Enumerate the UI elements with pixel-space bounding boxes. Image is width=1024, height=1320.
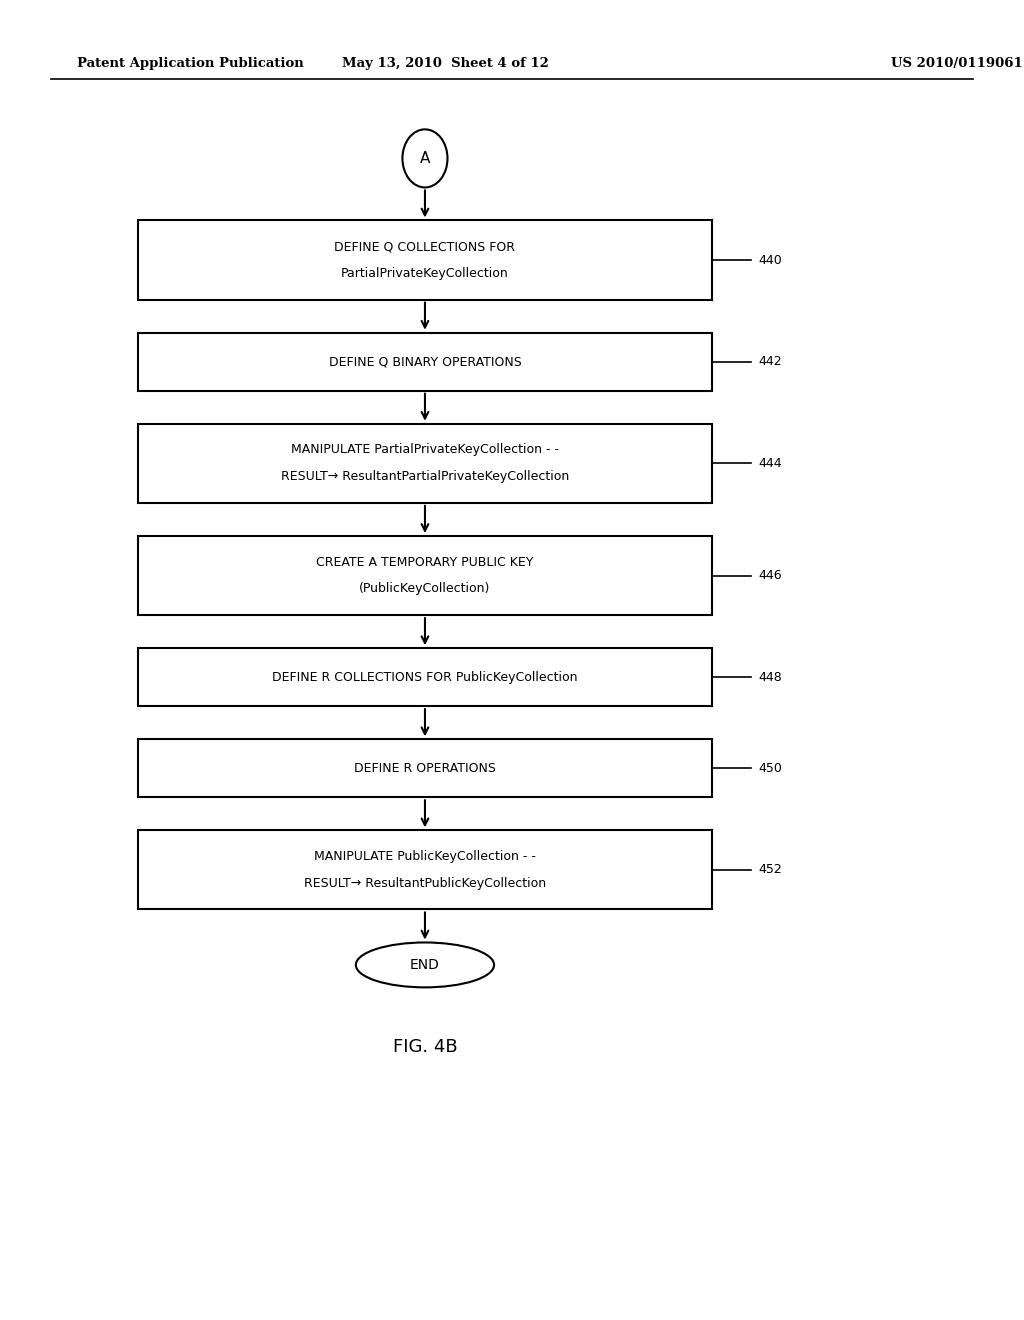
Text: PartialPrivateKeyCollection: PartialPrivateKeyCollection [341, 267, 509, 280]
Text: A: A [420, 150, 430, 166]
Text: 442: 442 [759, 355, 782, 368]
FancyBboxPatch shape [138, 220, 712, 300]
FancyBboxPatch shape [138, 739, 712, 797]
Text: DEFINE Q BINARY OPERATIONS: DEFINE Q BINARY OPERATIONS [329, 355, 521, 368]
FancyBboxPatch shape [138, 424, 712, 503]
Text: MANIPULATE PartialPrivateKeyCollection - -: MANIPULATE PartialPrivateKeyCollection -… [291, 444, 559, 457]
FancyBboxPatch shape [138, 536, 712, 615]
FancyBboxPatch shape [138, 830, 712, 909]
Text: MANIPULATE PublicKeyCollection - -: MANIPULATE PublicKeyCollection - - [314, 850, 536, 863]
Text: 444: 444 [759, 457, 782, 470]
Text: END: END [410, 958, 440, 972]
Text: DEFINE Q COLLECTIONS FOR: DEFINE Q COLLECTIONS FOR [335, 240, 515, 253]
Text: 440: 440 [759, 253, 782, 267]
FancyBboxPatch shape [138, 333, 712, 391]
Text: RESULT→ ResultantPartialPrivateKeyCollection: RESULT→ ResultantPartialPrivateKeyCollec… [281, 470, 569, 483]
Text: DEFINE R COLLECTIONS FOR PublicKeyCollection: DEFINE R COLLECTIONS FOR PublicKeyCollec… [272, 671, 578, 684]
Text: CREATE A TEMPORARY PUBLIC KEY: CREATE A TEMPORARY PUBLIC KEY [316, 556, 534, 569]
FancyBboxPatch shape [138, 648, 712, 706]
Text: RESULT→ ResultantPublicKeyCollection: RESULT→ ResultantPublicKeyCollection [304, 876, 546, 890]
Text: Patent Application Publication: Patent Application Publication [77, 57, 303, 70]
Text: 446: 446 [759, 569, 782, 582]
Text: DEFINE R OPERATIONS: DEFINE R OPERATIONS [354, 762, 496, 775]
Text: FIG. 4B: FIG. 4B [392, 1038, 458, 1056]
Text: 452: 452 [759, 863, 782, 876]
Text: 448: 448 [759, 671, 782, 684]
Text: (PublicKeyCollection): (PublicKeyCollection) [359, 582, 490, 595]
Text: US 2010/0119061 A1: US 2010/0119061 A1 [891, 57, 1024, 70]
Text: 450: 450 [759, 762, 782, 775]
Text: May 13, 2010  Sheet 4 of 12: May 13, 2010 Sheet 4 of 12 [342, 57, 549, 70]
